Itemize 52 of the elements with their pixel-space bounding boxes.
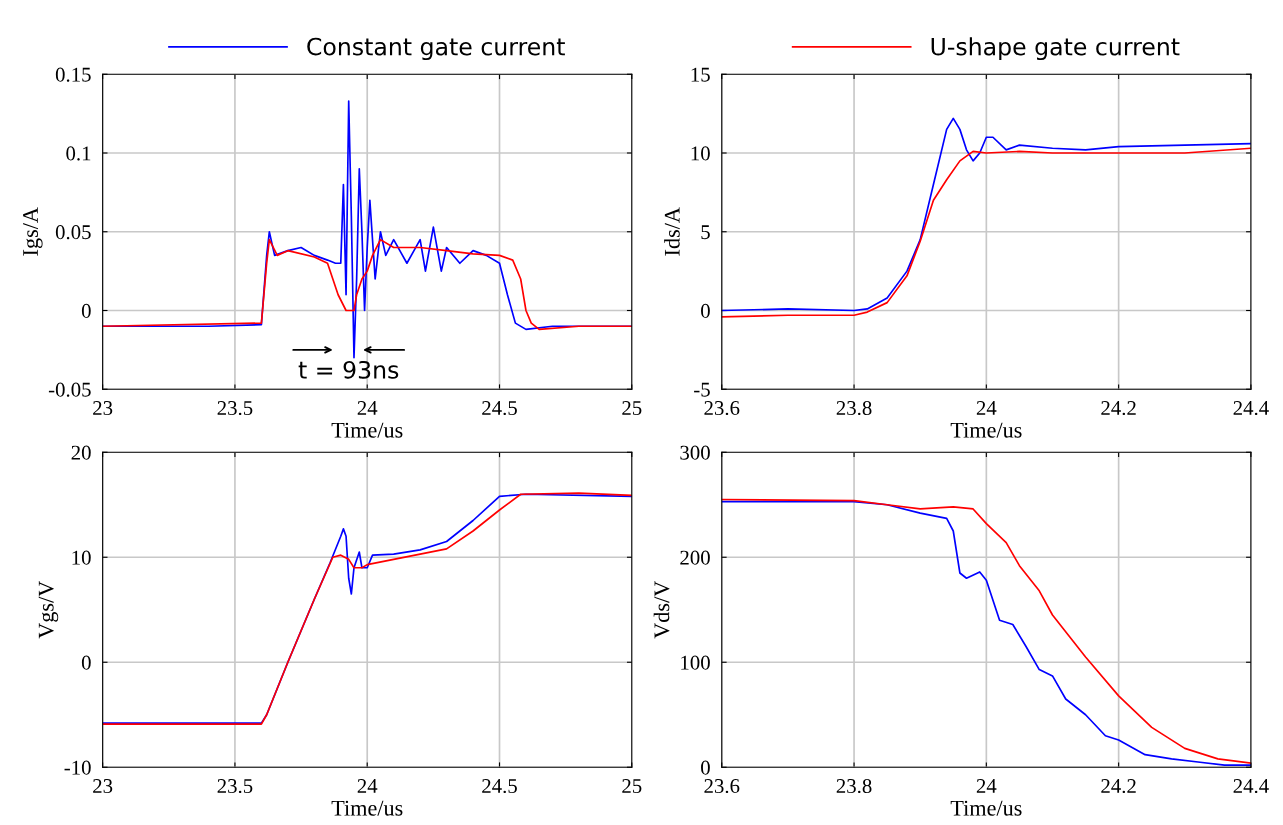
y-tick-label: 15	[691, 67, 710, 82]
y-tick-label: 0.05	[55, 225, 91, 240]
x-tick-label: 25	[622, 779, 642, 794]
x-axis-title: Time/us	[950, 800, 1022, 816]
x-tick-label: 25	[622, 401, 642, 416]
x-tick-label: 24.4	[1233, 779, 1269, 794]
y-tick-label: 0	[81, 655, 91, 670]
x-tick-label: 24.5	[482, 401, 517, 416]
x-tick-label: 23.5	[217, 779, 253, 794]
text: Constant gate current	[307, 37, 565, 61]
y-tick-label: -0.05	[48, 382, 91, 397]
text: U-shape gate current	[931, 37, 1180, 61]
line-series	[721, 117, 1251, 312]
y-tick-label: 10	[72, 550, 91, 565]
x-tick-label: 24.4	[1233, 401, 1269, 416]
y-tick-label: 0.1	[66, 146, 91, 161]
x-tick-label: 23.5	[217, 401, 253, 416]
annotation: t = 93ns	[298, 360, 399, 379]
x-tick-label: 24	[976, 779, 997, 793]
x-tick-label: 23	[93, 401, 113, 416]
y-tick-label: 0	[701, 760, 710, 775]
x-tick-label: 23.6	[704, 401, 740, 416]
x-tick-label: 24	[357, 401, 378, 415]
y-tick-label: 200	[680, 550, 710, 565]
x-tick-label: 24.5	[482, 779, 517, 794]
x-axis-title: Time/us	[331, 422, 403, 438]
x-tick-label: 24.2	[1101, 779, 1136, 794]
y-tick-label: 5	[701, 225, 710, 240]
x-axis-title: Time/us	[331, 800, 403, 816]
y-axis-title: Igs/A	[23, 207, 43, 256]
line-series	[102, 238, 632, 331]
y-tick-label: -5	[694, 382, 710, 397]
y-tick-label: 0	[81, 303, 91, 318]
y-tick-label: 0	[701, 303, 710, 318]
y-tick-label: 100	[681, 655, 710, 670]
line-series	[721, 147, 1251, 318]
x-tick-label: 23	[93, 779, 113, 794]
y-axis-title: Ids/A	[664, 207, 680, 256]
y-tick-label: 0.15	[55, 67, 91, 82]
x-axis-title: Time/us	[950, 422, 1022, 438]
x-tick-label: 24.2	[1101, 401, 1136, 416]
x-tick-label: 23.6	[704, 779, 740, 794]
y-tick-label: -10	[64, 760, 91, 775]
y-tick-label: 300	[680, 445, 710, 460]
x-tick-label: 24	[976, 401, 997, 415]
y-tick-label: 20	[71, 445, 91, 460]
x-tick-label: 24	[357, 779, 378, 793]
y-axis-title: Vgs/V	[38, 580, 59, 639]
y-axis-title: Vds/V	[653, 580, 670, 639]
x-tick-label: 23.8	[836, 778, 872, 794]
y-tick-label: 10	[691, 146, 710, 161]
x-tick-label: 23.8	[836, 400, 872, 416]
